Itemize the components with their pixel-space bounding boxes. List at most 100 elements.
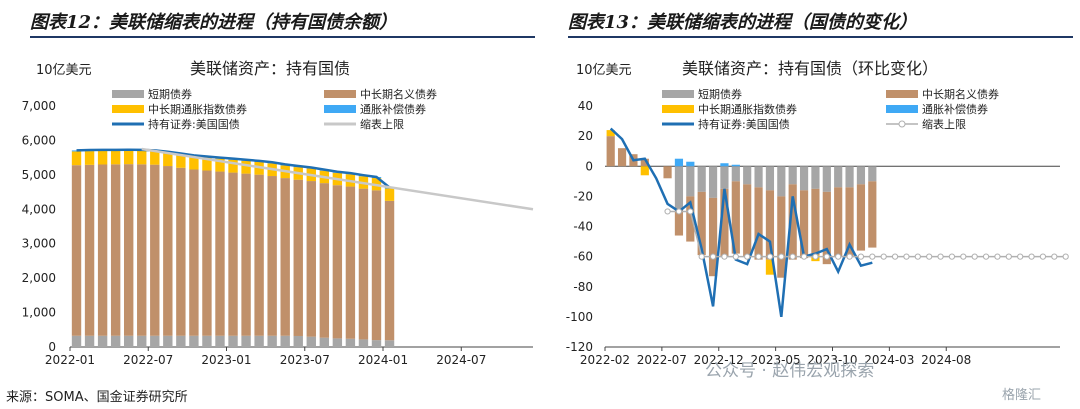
right-bar-segment	[788, 166, 797, 185]
right-cap-point	[766, 253, 774, 260]
left-bar-segment	[384, 188, 395, 201]
right-bar-segment	[754, 166, 763, 188]
right-legend-swatch	[886, 90, 918, 98]
left-bar-segment	[110, 150, 121, 165]
left-bar-segment	[84, 164, 95, 336]
left-legend-swatch	[324, 90, 356, 98]
left-y-tick-label: 2,000	[22, 271, 56, 285]
right-cap-point	[1051, 253, 1058, 260]
right-cap-point	[732, 253, 739, 260]
right-bar-segment	[834, 166, 843, 188]
right-legend-swatch	[662, 90, 694, 98]
right-cap-point	[1028, 253, 1035, 260]
left-y-tick-label: 1,000	[22, 306, 56, 320]
left-legend-swatch	[112, 90, 144, 98]
left-x-tick-label: 2022-01	[45, 353, 95, 367]
left-bar-segment	[358, 188, 369, 340]
right-bar-segment	[720, 188, 729, 257]
right-cap-point	[835, 253, 842, 260]
right-bar-segment	[822, 166, 831, 192]
right-x-tick-label: 2024-03	[864, 353, 914, 367]
left-legend-label: 通胀补偿债券	[360, 102, 426, 116]
left-bar-segment	[280, 178, 290, 336]
left-x-tick-label: 2024-07	[436, 353, 486, 367]
left-y-tick-label: 3,000	[22, 237, 56, 251]
left-bar-segment	[97, 335, 108, 347]
left-y-tick-label: 5,000	[22, 168, 56, 182]
left-bar-segment	[202, 170, 212, 336]
left-bar-segment	[189, 156, 199, 170]
left-bar-segment	[293, 179, 303, 336]
left-bar-segment	[176, 154, 186, 168]
left-bar-segment	[189, 169, 199, 336]
right-bar-segment	[674, 166, 684, 209]
right-cap-point	[880, 253, 887, 260]
left-bar-segment	[241, 335, 251, 347]
right-bar-segment	[765, 166, 775, 191]
right-panel-divider	[568, 36, 1073, 38]
right-cap-point	[914, 253, 921, 260]
right-cap-point	[800, 253, 808, 260]
left-legend-label: 持有证券:美国国债	[148, 117, 240, 131]
right-cap-point	[664, 208, 671, 215]
right-y-tick-label: -80	[573, 280, 593, 294]
right-legend-swatch	[662, 105, 694, 113]
right-y-tick-label: -120	[566, 340, 593, 354]
right-bar-segment	[617, 148, 627, 167]
right-bar-segment	[845, 187, 854, 257]
right-bar-segment	[708, 197, 718, 277]
right-bar-segment	[720, 166, 729, 189]
right-cap-point	[982, 253, 990, 260]
left-bar-segment	[215, 171, 225, 336]
left-legend-label: 中长期通胀指数债券	[148, 102, 247, 116]
right-cap-point	[869, 253, 876, 260]
right-x-tick-label: 2023-10	[807, 353, 857, 367]
watermark: 公众号 · 赵伟宏观探索	[705, 361, 875, 381]
right-y-tick-label: 0	[585, 159, 593, 173]
left-bar-segment	[137, 335, 147, 347]
right-panel-title: 图表13：美联储缩表的进程（国债的变化）	[568, 12, 918, 33]
right-legend-label: 中长期名义债券	[922, 87, 999, 101]
right-bar-segment	[674, 208, 684, 236]
left-bar-segment	[267, 176, 277, 336]
right-cap-point	[891, 253, 899, 260]
right-bar-segment	[777, 166, 786, 197]
left-bar-segment	[228, 335, 238, 347]
left-legend-swatch	[112, 105, 144, 113]
left-legend-label: 缩表上限	[360, 117, 404, 131]
right-bar-segment	[606, 130, 615, 137]
right-x-tick-label: 2022-12	[694, 353, 744, 367]
right-cap-point	[1017, 253, 1024, 260]
right-y-tick-label: -20	[573, 189, 593, 203]
right-bar-segment	[799, 190, 809, 259]
left-bar-segment	[163, 166, 173, 336]
left-bar-segment	[202, 157, 212, 171]
right-y-tick-label: 20	[578, 129, 593, 143]
right-cap-point	[1039, 253, 1047, 260]
left-bar-segment	[241, 160, 251, 174]
right-y-tick-label: -40	[573, 220, 593, 234]
left-bar-segment	[176, 335, 186, 347]
left-bar-segment	[71, 165, 82, 336]
left-bar-segment	[371, 190, 382, 341]
left-bar-segment	[163, 335, 173, 347]
right-bar-segment	[606, 136, 615, 167]
right-bar-segment	[731, 166, 740, 182]
left-bar-segment	[358, 339, 369, 347]
left-bar-segment	[123, 164, 134, 336]
right-cap-point	[755, 253, 762, 260]
right-bar-segment	[799, 166, 809, 191]
source-note: 来源：SOMA、国金证券研究所	[6, 390, 188, 405]
right-bar-segment	[811, 166, 820, 189]
right-cap-point	[960, 253, 967, 260]
right-bar-segment	[777, 196, 786, 278]
left-bar-segment	[306, 336, 316, 347]
right-cap-point	[903, 253, 910, 260]
right-cap-point	[1005, 253, 1012, 260]
left-y-tick-label: 7,000	[22, 99, 56, 113]
left-bar-segment	[345, 338, 356, 347]
right-bar-segment	[663, 166, 672, 179]
right-chart-title: 美联储资产：持有国债（环比变化）	[682, 59, 938, 78]
left-chart: 10亿美元 美联储资产：持有国债 0 1,000 2,000 3,000 4,000 5,00…	[22, 59, 534, 367]
right-x-tick-label: 2023-05	[751, 353, 801, 367]
